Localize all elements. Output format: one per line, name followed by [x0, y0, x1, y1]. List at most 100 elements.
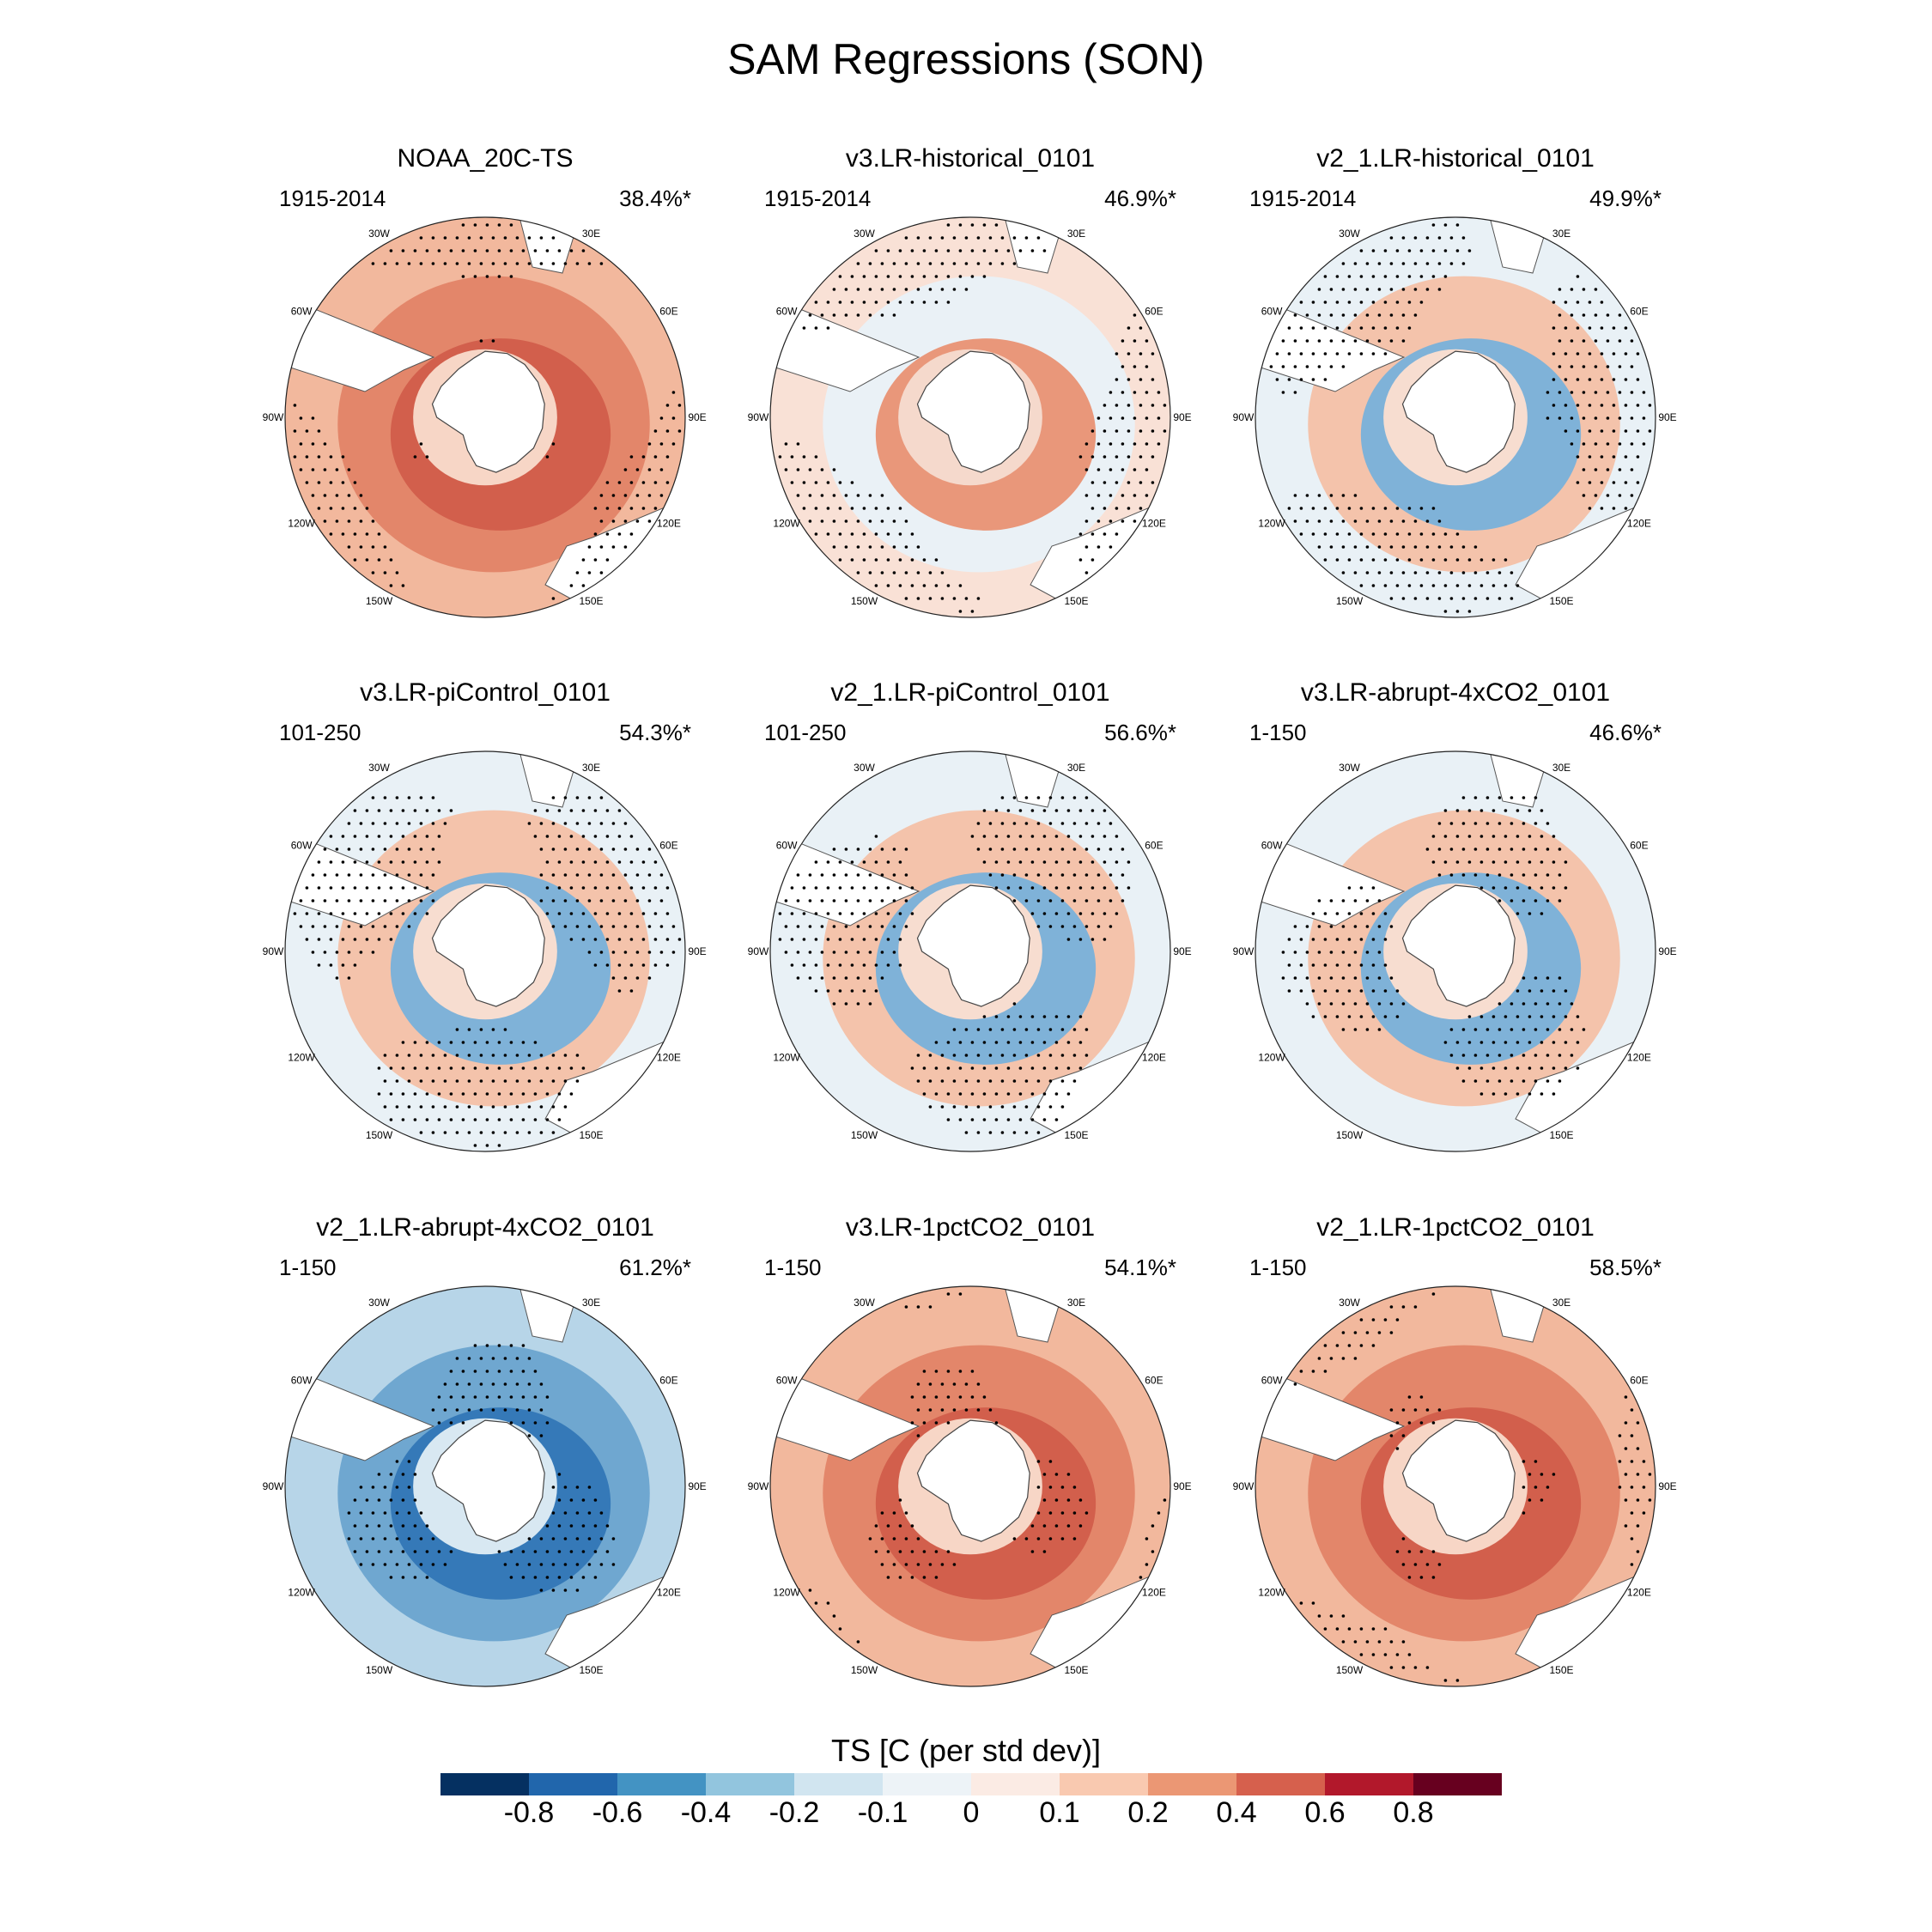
- longitude-label: 30E: [582, 228, 600, 240]
- significance-stipple: [1293, 1292, 1652, 1682]
- south-america-land: [285, 1365, 435, 1461]
- polar-map: 0 30E 60E 90E 120E 150E 180 150W 120W 90W 60W 30W: [1233, 744, 1677, 1159]
- longitude-label: 60W: [291, 1375, 313, 1387]
- antarctica-land: [1401, 1419, 1516, 1542]
- longitude-label: 90E: [1658, 1480, 1676, 1492]
- longitude-label: 120E: [1142, 1052, 1166, 1064]
- polar-map: 0 30E 60E 90E 120E 150E 180 150W 120W 90W 60W 30W: [263, 744, 707, 1159]
- longitude-label: 90W: [263, 1480, 284, 1492]
- panel-variance-explained: 46.9%*: [1104, 185, 1176, 211]
- longitude-label: 120E: [1627, 518, 1651, 530]
- panel-title: v2_1.LR-abrupt-4xCO2_0101: [316, 1213, 654, 1242]
- longitude-label: 120E: [657, 1052, 681, 1064]
- longitude-label: 60W: [776, 1375, 798, 1387]
- colorbar-swatch: [883, 1773, 972, 1795]
- longitude-label: 90E: [688, 1480, 706, 1492]
- longitude-label: 60E: [1630, 306, 1648, 318]
- longitude-label: 120E: [1142, 518, 1166, 530]
- polar-map: 0 30E 60E 90E 120E 150E 180 150W 120W 90W 60W 30W: [263, 1279, 707, 1694]
- panel-title: v3.LR-piControl_0101: [360, 678, 611, 707]
- significance-stipple: [778, 796, 1131, 1134]
- longitude-label: 150W: [366, 1129, 393, 1141]
- map-panel: v3.LR-1pctCO2_0101 1-150 54.1%* 0 30E 60E 9…: [738, 1213, 1202, 1694]
- colorbar-swatch: [1060, 1773, 1149, 1795]
- colorbar-swatch: [971, 1773, 1060, 1795]
- longitude-label: 120W: [773, 518, 800, 530]
- colorbar-tick-label: 0.6: [1304, 1796, 1346, 1829]
- longitude-label: 120W: [773, 1052, 800, 1064]
- longitude-label: 180: [962, 1157, 979, 1159]
- longitude-label: 150E: [1064, 1129, 1088, 1141]
- longitude-label: 0: [1453, 744, 1459, 745]
- longitude-label: 90W: [263, 945, 284, 957]
- longitude-label: 60E: [1630, 840, 1648, 852]
- panel-variance-explained: 54.3%*: [619, 720, 691, 745]
- panel-period: 1915-2014: [764, 185, 872, 211]
- antarctica-land: [431, 1419, 545, 1542]
- panel-period: 1915-2014: [1249, 185, 1357, 211]
- south-america-land: [1255, 1365, 1406, 1461]
- longitude-label: 150E: [1064, 1664, 1088, 1676]
- longitude-label: 120E: [657, 518, 681, 530]
- longitude-label: 60W: [291, 840, 313, 852]
- figure-title: SAM Regressions (SON): [727, 35, 1205, 83]
- polar-map: 0 30E 60E 90E 120E 150E 180 150W 120W 90W 60W 30W: [748, 210, 1192, 625]
- longitude-label: 30E: [1552, 762, 1571, 774]
- antarctica-land: [916, 884, 1030, 1007]
- longitude-label: 60W: [291, 306, 313, 318]
- longitude-label: 0: [483, 744, 489, 745]
- map-boundary: [769, 1285, 1171, 1687]
- longitude-label: 90W: [263, 411, 284, 423]
- significance-stipple: [1269, 223, 1652, 613]
- colorbar-swatch: [794, 1773, 884, 1795]
- longitude-label: 180: [477, 623, 494, 625]
- significance-stipple: [293, 223, 682, 600]
- panel-title: NOAA_20C-TS: [397, 144, 574, 173]
- colorbar-tick-label: 0.4: [1216, 1796, 1257, 1829]
- longitude-label: 0: [968, 210, 974, 211]
- panel-title: v2_1.LR-piControl_0101: [830, 678, 1110, 707]
- polar-map: 0 30E 60E 90E 120E 150E 180 150W 120W 90W 60W 30W: [748, 1279, 1192, 1694]
- longitude-label: 120W: [288, 518, 315, 530]
- longitude-label: 90E: [688, 411, 706, 423]
- longitude-label: 180: [1447, 623, 1464, 625]
- longitude-label: 60W: [1261, 1375, 1283, 1387]
- longitude-label: 30E: [582, 762, 600, 774]
- longitude-label: 0: [968, 744, 974, 745]
- colorbar-tick-label: 0.1: [1039, 1796, 1080, 1829]
- colorbar-swatch: [617, 1773, 707, 1795]
- longitude-label: 180: [962, 623, 979, 625]
- colorbar-swatch: [1148, 1773, 1237, 1795]
- antarctica-land: [1401, 350, 1516, 473]
- colorbar-tick-label: 0.8: [1393, 1796, 1434, 1829]
- panel-variance-explained: 46.6%*: [1589, 720, 1662, 745]
- longitude-label: 30E: [1067, 228, 1085, 240]
- polar-map: 0 30E 60E 90E 120E 150E 180 150W 120W 90W 60W 30W: [1233, 1279, 1677, 1694]
- longitude-label: 120W: [1258, 518, 1285, 530]
- longitude-label: 150E: [579, 1664, 603, 1676]
- longitude-label: 150E: [1549, 1664, 1573, 1676]
- longitude-label: 90W: [1233, 1480, 1255, 1492]
- longitude-label: 120W: [288, 1052, 315, 1064]
- map-boundary: [284, 750, 686, 1152]
- longitude-label: 150E: [1549, 1129, 1573, 1141]
- longitude-label: 150W: [851, 1664, 878, 1676]
- longitude-label: 30W: [1339, 228, 1360, 240]
- antarctica-land: [1401, 884, 1516, 1007]
- longitude-label: 60W: [776, 306, 798, 318]
- longitude-label: 30W: [854, 1297, 875, 1309]
- panel-variance-explained: 61.2%*: [619, 1255, 691, 1280]
- longitude-label: 60W: [1261, 840, 1283, 852]
- significance-stipple: [293, 796, 682, 1147]
- antarctica-land: [916, 350, 1030, 473]
- longitude-label: 0: [483, 1279, 489, 1280]
- longitude-label: 150E: [1549, 595, 1573, 607]
- significance-stipple: [778, 223, 1167, 613]
- longitude-label: 120E: [1627, 1052, 1651, 1064]
- colorbar-tick-label: 0.2: [1127, 1796, 1169, 1829]
- significance-stipple: [1281, 796, 1586, 1096]
- longitude-label: 90W: [748, 945, 769, 957]
- colorbar-swatch: [1325, 1773, 1414, 1795]
- map-panel: v3.LR-historical_0101 1915-2014 46.9%* 0…: [738, 144, 1202, 625]
- longitude-label: 60W: [776, 840, 798, 852]
